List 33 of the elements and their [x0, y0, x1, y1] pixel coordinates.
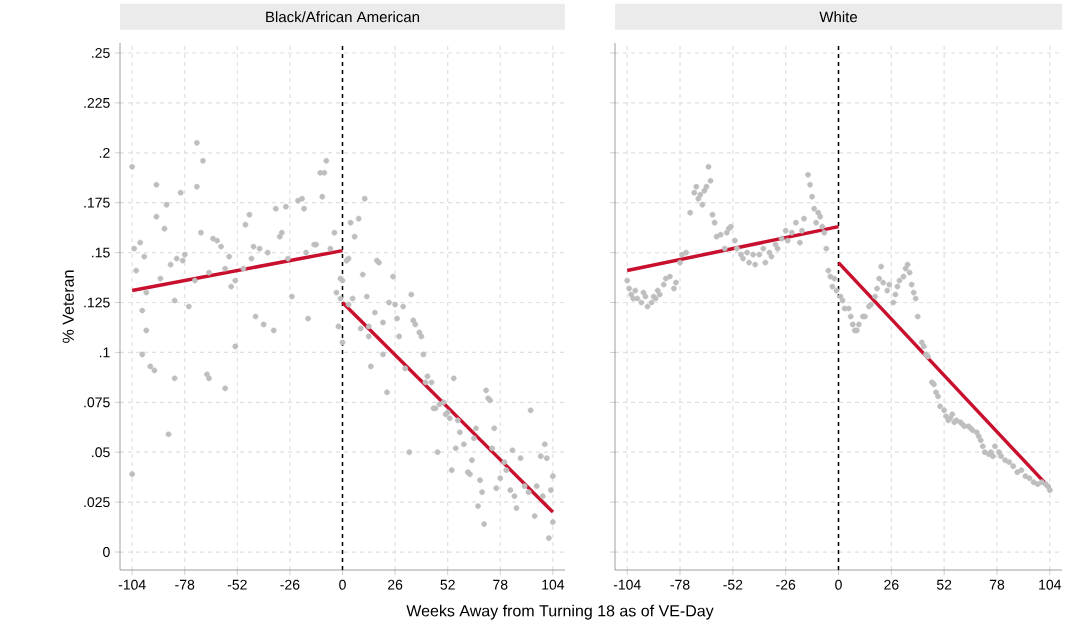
- y-tick-label: .2: [99, 147, 110, 158]
- y-tick-label: .25: [92, 48, 110, 58]
- x-tick-label: 26: [388, 579, 403, 590]
- chart-title: White: [819, 11, 858, 23]
- y-tick-label: .025: [84, 497, 110, 508]
- x-tick-label: 52: [936, 579, 952, 590]
- x-tick-label: -52: [227, 579, 247, 590]
- y-tick-label: .175: [84, 197, 110, 208]
- x-tick-label: 0: [339, 579, 346, 590]
- x-tick-label: -26: [776, 579, 796, 590]
- x-tick-label: 0: [835, 579, 842, 590]
- y-tick-label: .15: [92, 247, 110, 258]
- chart-title: Black/African American: [266, 11, 420, 23]
- x-tick-label: -104: [613, 579, 641, 590]
- y-tick-label: .075: [84, 397, 110, 408]
- y-tick-label: .05: [92, 447, 110, 458]
- x-tick-label: 78: [493, 579, 508, 590]
- x-tick-label: 26: [884, 579, 899, 590]
- y-tick-label: .225: [84, 97, 110, 108]
- y-tick-label: .1: [99, 347, 110, 358]
- x-tick-label: -78: [175, 579, 195, 590]
- x-tick-label: 104: [1039, 579, 1062, 590]
- y-tick-label: 0: [103, 547, 110, 557]
- x-axis-title: Weeks Away from Turning 18 as of VE-Day: [406, 604, 714, 620]
- y-tick-label: .125: [84, 297, 110, 308]
- x-tick-label: 52: [440, 579, 455, 590]
- x-tick-label: -104: [118, 579, 146, 590]
- x-tick-label: -52: [723, 579, 743, 590]
- x-tick-label: -78: [670, 579, 690, 590]
- x-tick-label: 104: [542, 579, 565, 590]
- x-tick-label: 78: [989, 579, 1005, 590]
- y-axis-title: % Veteran: [62, 270, 74, 343]
- x-tick-label: -26: [280, 579, 300, 590]
